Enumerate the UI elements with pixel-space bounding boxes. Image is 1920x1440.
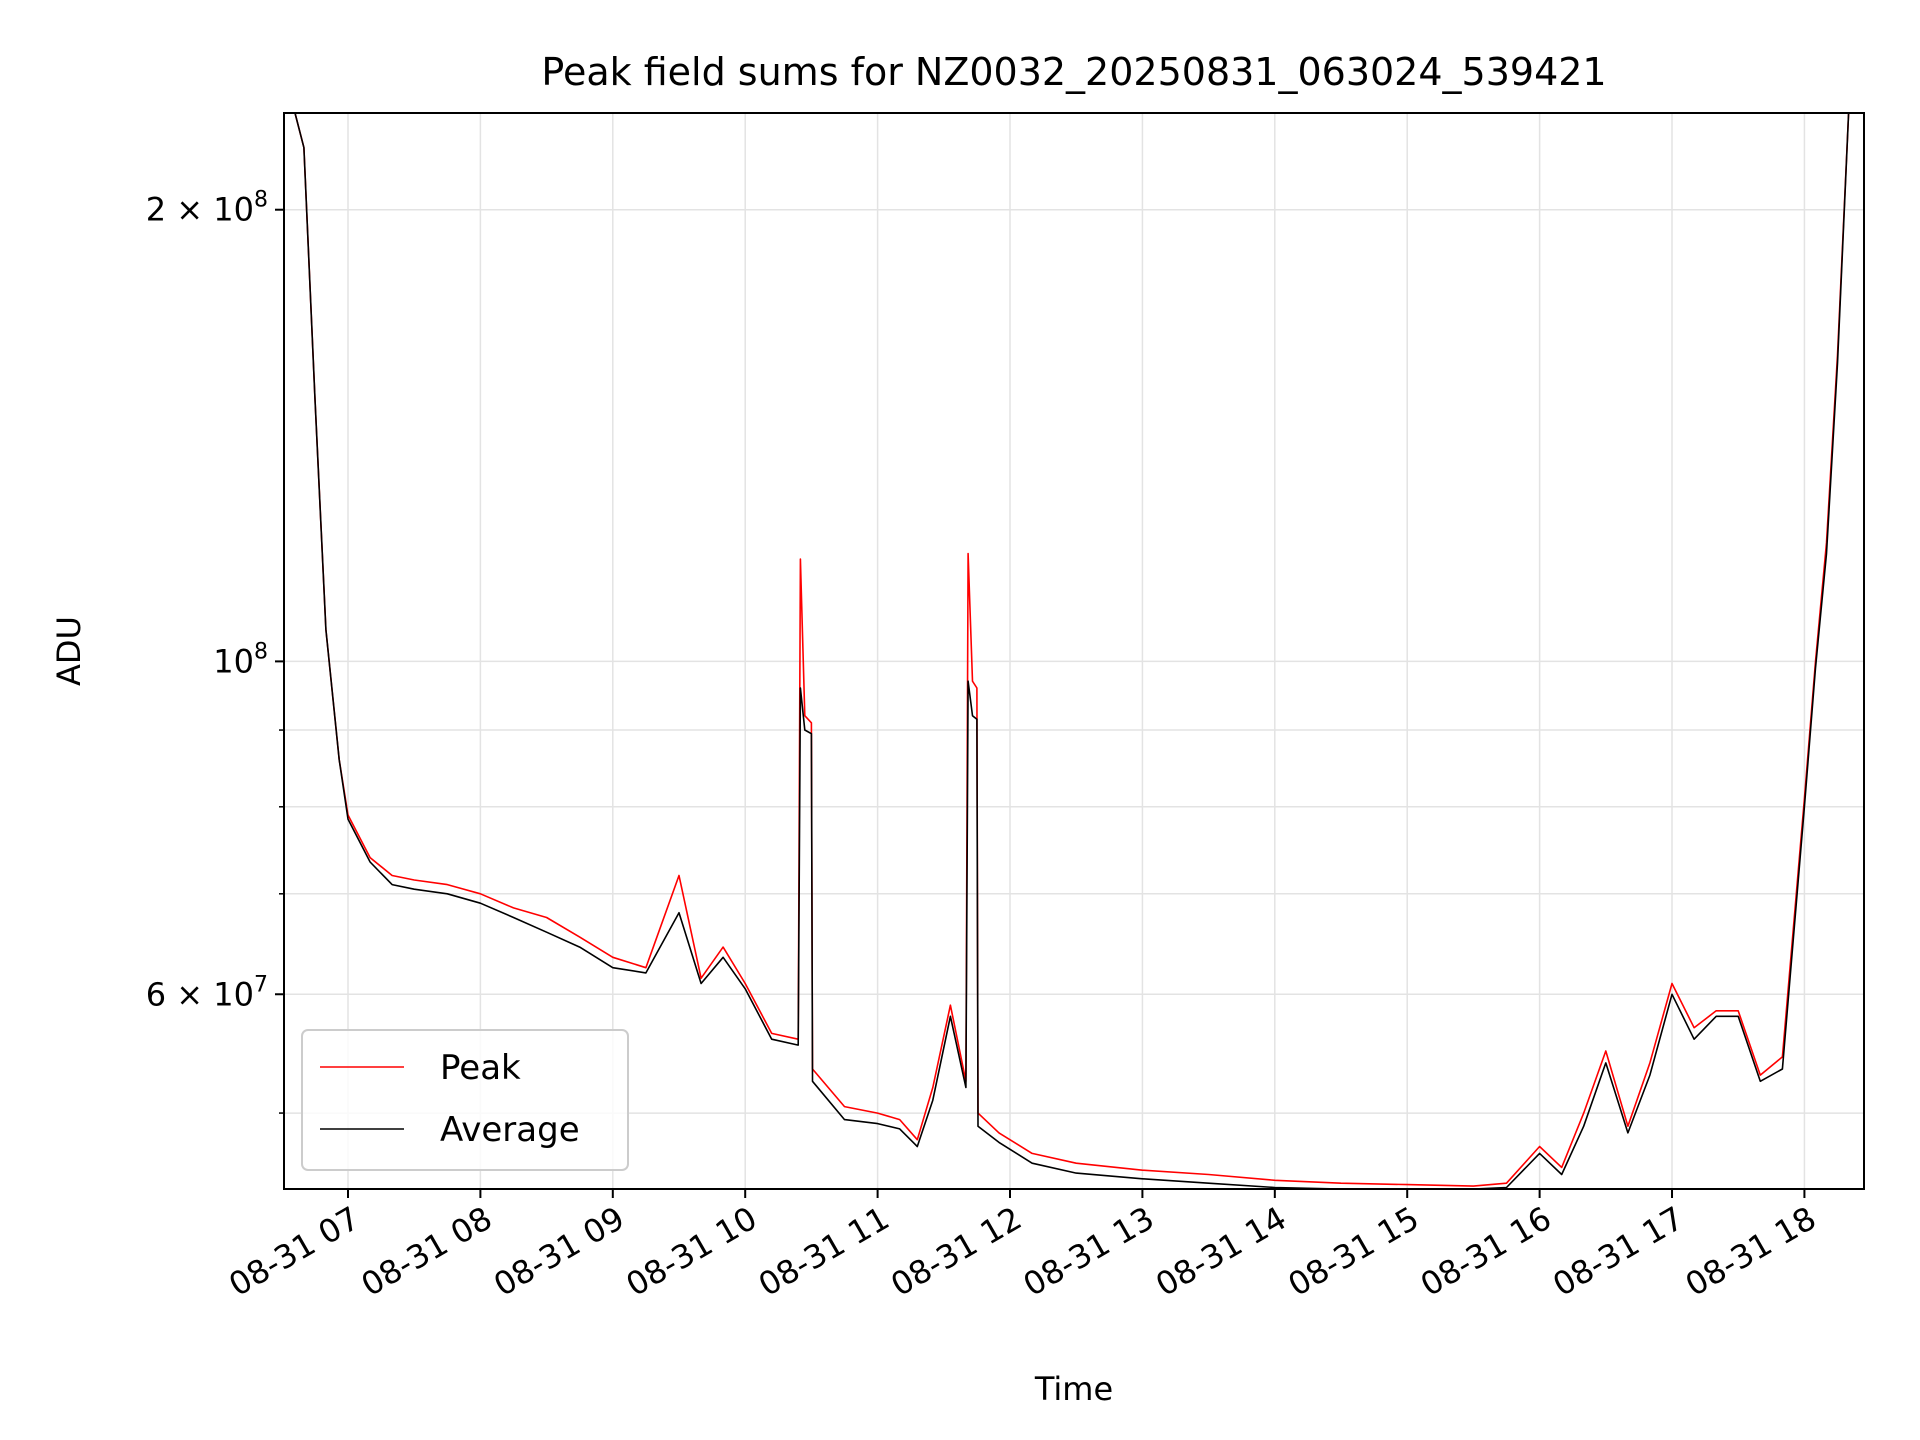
y-axis: 6 × 107 108 2 × 108 (146, 188, 284, 1114)
x-axis-label: Time (1034, 1370, 1113, 1408)
series-line-average (284, 112, 1864, 1190)
y-tick-label: 6 × 107 (146, 972, 268, 1013)
y-axis-label: ADU (50, 616, 88, 686)
y-tick-label: 2 × 108 (146, 188, 268, 229)
y-tick-label: 108 (213, 639, 268, 680)
legend-box (301, 1029, 629, 1171)
plot-frame (283, 112, 1865, 1190)
legend: Peak Average (301, 1029, 629, 1171)
legend-label-average: Average (440, 1110, 580, 1150)
series-layer (284, 112, 1864, 1190)
legend-label-peak: Peak (440, 1048, 521, 1088)
series-line-peak (284, 112, 1864, 1187)
grid (284, 113, 1864, 1189)
chart-title: Peak field sums for NZ0032_20250831_0630… (541, 50, 1606, 94)
